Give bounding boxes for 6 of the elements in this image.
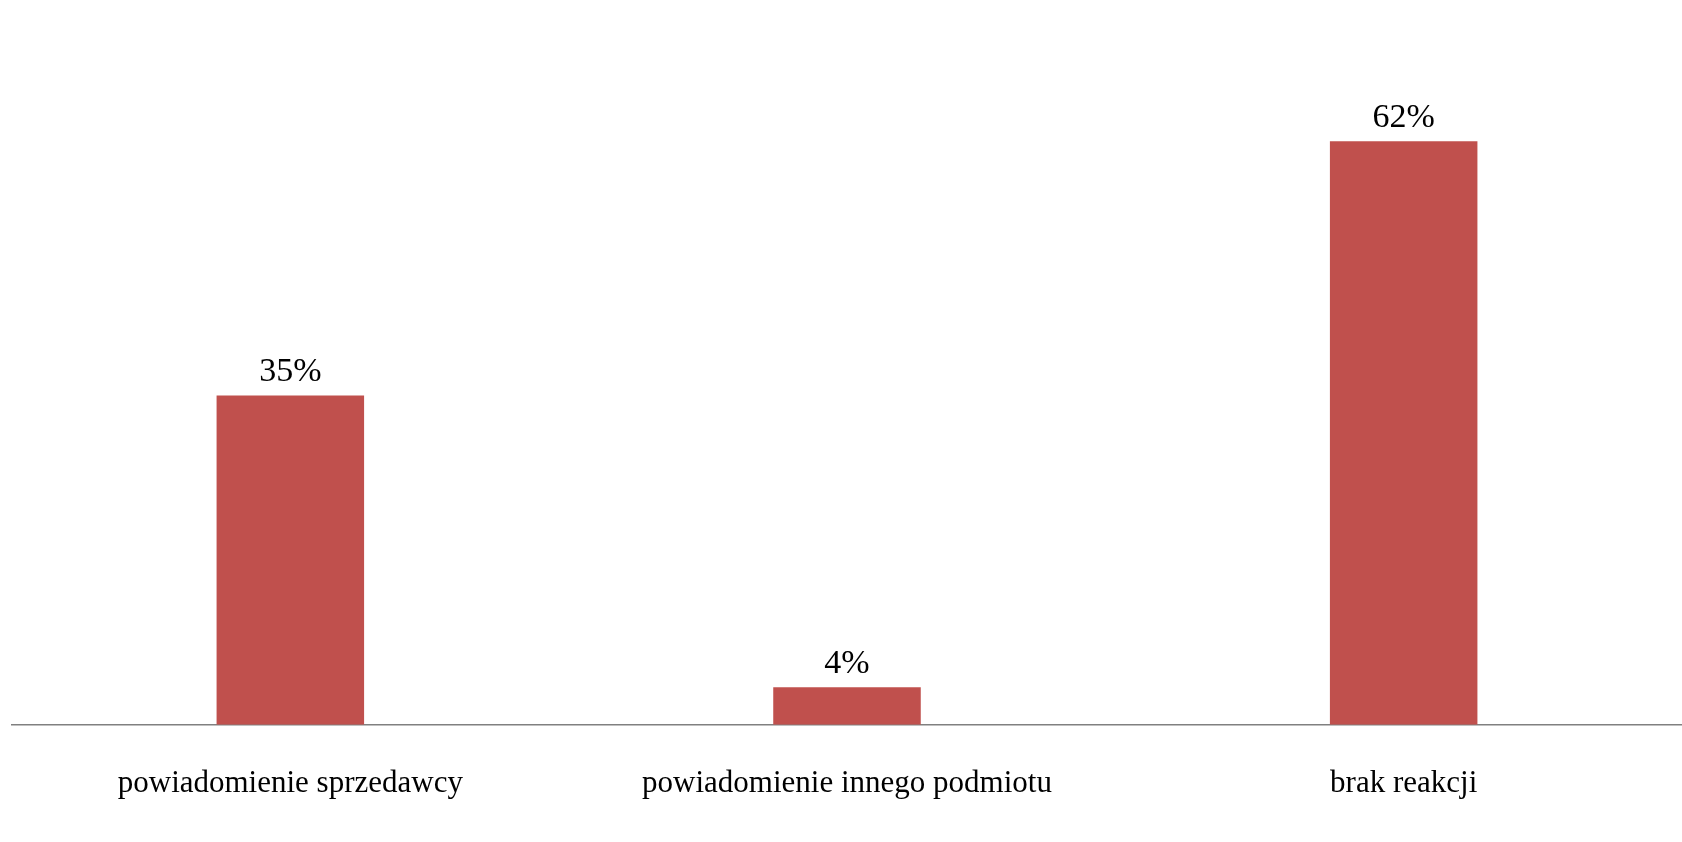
data-label: 35% <box>259 351 322 389</box>
x-tick-label: powiadomienie sprzedawcy <box>117 763 464 799</box>
data-label: 62% <box>1372 97 1435 135</box>
x-tick-label: powiadomienie innego podmiotu <box>642 763 1052 799</box>
data-label: 4% <box>824 643 870 681</box>
x-tick-label: brak reakcji <box>1330 763 1478 799</box>
